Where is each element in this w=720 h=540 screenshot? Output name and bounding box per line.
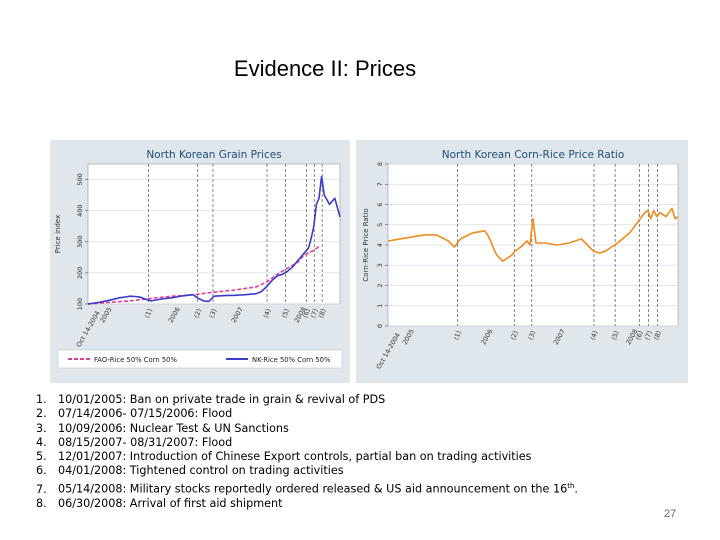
y-tick-label: 1	[376, 304, 384, 308]
event-note-item: 4. 08/15/2007- 08/31/2007: Flood	[36, 436, 578, 450]
event-note-number: 5.	[36, 450, 47, 464]
event-note-item: 5. 12/01/2007: Introduction of Chinese Ex…	[36, 450, 578, 464]
event-line-label: (1)	[452, 330, 463, 341]
page-number: 27	[664, 508, 677, 520]
y-tick-label: 500	[76, 173, 84, 185]
x-tick-label: 2005	[401, 328, 416, 346]
y-tick-label: 400	[76, 204, 84, 216]
y-tick-label: 6	[376, 202, 384, 206]
event-note-text: 04/01/2008: Tightened control on trading…	[58, 464, 344, 478]
event-line-label: (8)	[652, 330, 663, 341]
x-tick-label: 2005	[98, 306, 113, 324]
plot-area	[87, 163, 341, 305]
event-note-number: 7.	[36, 482, 47, 496]
y-axis-label: Corn-Rice Price Ratio	[362, 208, 370, 281]
event-note-text: 07/14/2006- 07/15/2006: Flood	[58, 407, 233, 421]
legend-box	[57, 349, 343, 369]
x-tick-label: 2006	[167, 306, 182, 324]
chart-title: North Korean Corn-Rice Price Ratio	[442, 149, 625, 161]
legend-label: NK-Rice 50% Corn 50%	[252, 356, 331, 364]
event-line-label: (4)	[589, 330, 600, 341]
event-line-label: (1)	[143, 308, 154, 319]
x-tick-label: 2006	[479, 328, 494, 346]
event-note-tail: .	[574, 482, 578, 496]
y-tick-label: 200	[76, 267, 84, 279]
event-note-item: 8. 06/30/2008: Arrival of first aid shipm…	[36, 497, 578, 511]
event-line-label: (6)	[634, 330, 645, 341]
event-line-label: (7)	[643, 330, 654, 341]
y-tick-label: 7	[376, 182, 384, 186]
chart-title: North Korean Grain Prices	[146, 149, 281, 161]
event-note-number: 6.	[36, 464, 47, 478]
slide-title-text: Evidence II: Prices	[233, 56, 417, 81]
event-note-item: 7. 05/14/2008: Military stocks reportedly…	[36, 479, 578, 497]
event-note-item: 6. 04/01/2008: Tightened control on tradi…	[36, 464, 578, 478]
event-line-label: (4)	[262, 308, 273, 319]
corn-rice-ratio-chart-svg: North Korean Corn-Rice Price Ratio 0 1 2 3 4 5…	[362, 149, 679, 371]
x-start-label: Oct 14-2004	[375, 331, 402, 370]
corn-rice-ratio-chart: North Korean Corn-Rice Price Ratio 0 1 2 3 4 5…	[356, 140, 688, 383]
event-note-superscript: th	[567, 481, 575, 490]
event-note-number: 1.	[36, 393, 47, 406]
event-note-text: 08/15/2007- 08/31/2007: Flood	[58, 435, 233, 449]
x-start-label: Oct 14-2004	[75, 309, 102, 348]
event-line-label: (5)	[610, 330, 621, 341]
event-notes-list: 1. 10/01/2005: Ban on private trade in gr…	[36, 393, 578, 511]
grain-price-chart: North Korean Grain Prices 100 200 300 400 500…	[50, 140, 350, 383]
event-note-number: 2.	[36, 407, 47, 421]
slide-title: Evidence II: Prices	[0, 56, 650, 82]
event-line-label: (7)	[309, 308, 320, 319]
event-line-label: (6)	[301, 308, 312, 319]
y-tick-label: 300	[76, 236, 84, 248]
event-line-label: (8)	[317, 308, 328, 319]
event-note-number: 4.	[36, 435, 47, 449]
event-note-item: 3. 10/09/2006: Nuclear Test & UN Sanction…	[36, 422, 578, 436]
event-line-label: (3)	[527, 330, 538, 341]
event-note-text: 12/01/2007: Introduction of Chinese Expo…	[58, 450, 532, 464]
y-tick-label: 3	[376, 263, 384, 267]
event-note-number: 3.	[36, 421, 47, 435]
event-line-label: (3)	[208, 308, 219, 319]
event-line-label: (2)	[193, 308, 204, 319]
y-tick-label: 5	[376, 223, 384, 227]
event-note-text: 10/01/2005: Ban on private trade in grai…	[58, 393, 386, 406]
event-line-label: (2)	[509, 330, 520, 341]
y-tick-label: 4	[376, 243, 384, 247]
y-tick-label: 8	[376, 162, 384, 166]
event-note-item: 2. 07/14/2006- 07/15/2006: Flood	[36, 407, 578, 421]
event-note-text: 06/30/2008: Arrival of first aid shipmen…	[58, 496, 283, 510]
legend-label: FAO-Rice 50% Corn 50%	[94, 356, 177, 364]
event-note-number: 8.	[36, 496, 47, 510]
event-line-label: (5)	[280, 308, 291, 319]
y-tick-label: 2	[376, 283, 384, 287]
y-axis-label: Price index	[54, 215, 62, 253]
y-tick-label: 0	[376, 324, 384, 328]
grain-price-chart-svg: North Korean Grain Prices 100 200 300 400 500…	[54, 149, 343, 369]
event-note-item: 1. 10/01/2005: Ban on private trade in gr…	[36, 393, 578, 407]
x-tick-label: 2007	[552, 328, 567, 346]
series-line	[87, 175, 341, 305]
series-line	[387, 207, 679, 262]
event-note-text: 05/14/2008: Military stocks reportedly o…	[58, 482, 568, 496]
x-tick-label: 2007	[230, 306, 245, 324]
y-tick-label: 100	[76, 298, 84, 310]
event-note-text: 10/09/2006: Nuclear Test & UN Sanctions	[58, 421, 289, 435]
